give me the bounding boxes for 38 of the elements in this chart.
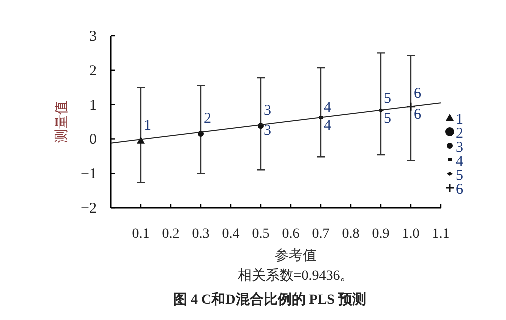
y-tick-label: 0 — [90, 132, 97, 148]
x-tick-label: 0.9 — [372, 227, 390, 242]
legend-label: 6 — [456, 182, 464, 198]
x-tick-label: 1.1 — [432, 227, 450, 242]
y-tick-label: 2 — [90, 63, 97, 80]
annotation: 5 — [384, 90, 392, 107]
x-tick-label: 0.7 — [312, 227, 330, 242]
annotation: 2 — [204, 111, 212, 128]
legend-label: 2 — [456, 126, 464, 142]
annotation: 1 — [144, 118, 152, 134]
annotation: 4 — [324, 118, 332, 134]
x-tick-label: 0.4 — [222, 227, 240, 242]
y-tick-label: 3 — [90, 29, 97, 45]
x-tick-label: 0.8 — [342, 227, 360, 242]
x-tick-label: 0.6 — [282, 227, 300, 242]
x-tick-label: 0.3 — [192, 227, 210, 242]
point — [406, 102, 416, 112]
x-tick-label: 0.2 — [162, 227, 180, 242]
x-tick-label: 0.1 — [132, 227, 150, 242]
legend-label: 5 — [456, 168, 464, 184]
y-tick-label: −1 — [81, 166, 97, 183]
text: 相关系数=0.9436。 — [238, 268, 354, 284]
annotation: 5 — [384, 111, 392, 128]
legend-label: 1 — [456, 112, 464, 128]
y-tick-label: −2 — [81, 201, 97, 217]
text: 图 4 C和D混合比例的 PLS 预测 — [174, 292, 366, 308]
annotation: 3 — [264, 102, 272, 119]
legend-label: 4 — [456, 154, 464, 170]
annotation: 4 — [324, 100, 332, 116]
x-axis-title: 参考值 — [275, 248, 317, 264]
y-axis-title: 测量值 — [54, 101, 70, 143]
x-tick-label: 0.5 — [252, 227, 270, 242]
annotation: 3 — [264, 122, 272, 139]
annotation: 6 — [414, 107, 422, 124]
annotation: 6 — [414, 86, 422, 102]
legend-label: 3 — [456, 140, 464, 156]
x-tick-label: 1.0 — [402, 227, 420, 242]
y-tick-label: 1 — [90, 98, 97, 114]
